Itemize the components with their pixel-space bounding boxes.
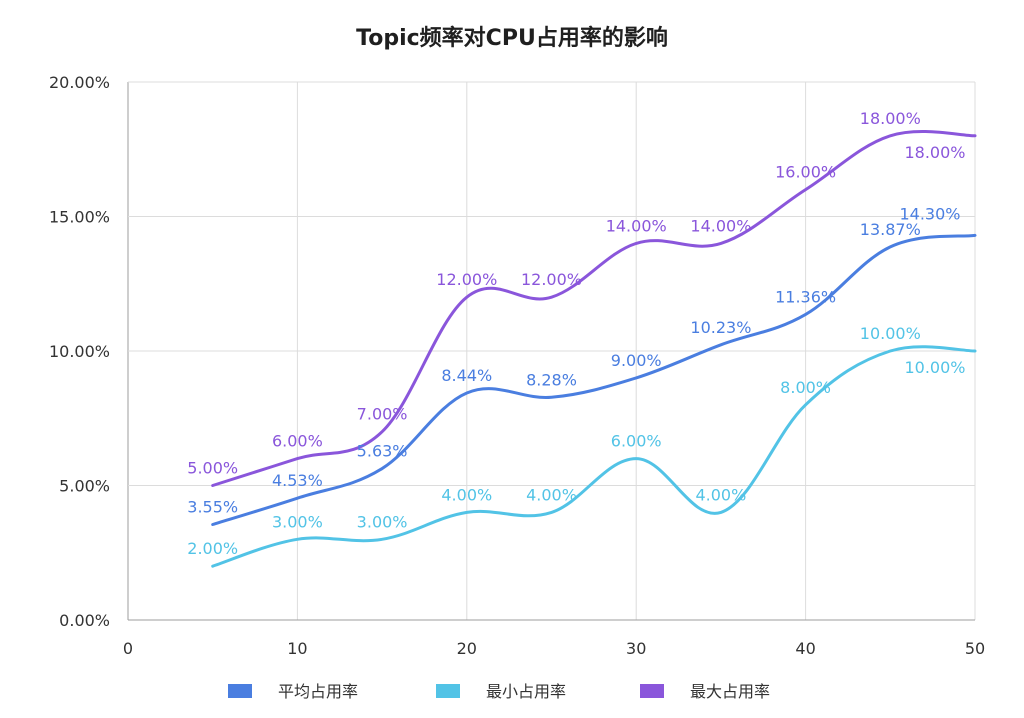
legend-label-max[interactable]: 最大占用率 bbox=[690, 682, 770, 701]
x-tick-label: 40 bbox=[795, 639, 815, 658]
data-label-max: 18.00% bbox=[904, 143, 965, 162]
legend[interactable]: 平均占用率 最小占用率 最大占用率 bbox=[228, 682, 770, 701]
data-label-max: 5.00% bbox=[187, 459, 238, 478]
data-label-avg: 8.44% bbox=[441, 366, 492, 385]
y-tick-label: 20.00% bbox=[49, 73, 110, 92]
grid bbox=[127, 81, 976, 621]
data-label-max: 12.00% bbox=[521, 270, 582, 289]
data-label-avg: 11.36% bbox=[775, 287, 836, 306]
legend-swatch-max[interactable] bbox=[640, 684, 664, 698]
data-label-min: 4.00% bbox=[695, 485, 746, 504]
data-label-max: 14.00% bbox=[606, 216, 667, 235]
y-tick-label: 5.00% bbox=[59, 477, 110, 496]
data-label-min: 10.00% bbox=[860, 324, 921, 343]
data-label-min: 2.00% bbox=[187, 539, 238, 558]
x-tick-label: 10 bbox=[287, 639, 307, 658]
data-label-min: 6.00% bbox=[611, 432, 662, 451]
data-label-avg: 14.30% bbox=[899, 204, 960, 223]
data-label-max: 7.00% bbox=[357, 405, 408, 424]
data-labels: 3.55% 4.53% 5.63% 8.44% 8.28% 9.00% 10.23% 11.3… bbox=[187, 109, 965, 558]
series-lines bbox=[211, 130, 977, 568]
y-tick-label: 10.00% bbox=[49, 342, 110, 361]
data-label-min: 4.00% bbox=[526, 485, 577, 504]
series-line-min[interactable] bbox=[211, 345, 977, 568]
data-label-avg: 4.53% bbox=[272, 471, 323, 490]
legend-swatch-avg[interactable] bbox=[228, 684, 252, 698]
legend-swatch-min[interactable] bbox=[436, 684, 460, 698]
data-label-min: 3.00% bbox=[272, 512, 323, 531]
data-label-min: 4.00% bbox=[441, 485, 492, 504]
data-label-max: 14.00% bbox=[690, 216, 751, 235]
axes: 0 10 20 30 40 50 0.00% 5.00% 10.00% 15.00% 20.00% bbox=[49, 73, 985, 658]
data-label-avg: 8.28% bbox=[526, 370, 577, 389]
data-label-min: 8.00% bbox=[780, 378, 831, 397]
legend-label-min[interactable]: 最小占用率 bbox=[486, 682, 566, 701]
x-tick-label: 20 bbox=[457, 639, 477, 658]
data-label-min: 10.00% bbox=[904, 358, 965, 377]
chart-title: Topic频率对CPU占用率的影响 bbox=[356, 25, 668, 51]
data-label-avg: 9.00% bbox=[611, 351, 662, 370]
y-tick-label: 15.00% bbox=[49, 208, 110, 227]
data-label-avg: 3.55% bbox=[187, 498, 238, 517]
data-label-avg: 5.63% bbox=[357, 442, 408, 461]
data-label-max: 16.00% bbox=[775, 163, 836, 182]
y-tick-label: 0.00% bbox=[59, 611, 110, 630]
data-label-avg: 13.87% bbox=[860, 220, 921, 239]
legend-label-avg[interactable]: 平均占用率 bbox=[278, 682, 358, 701]
data-label-avg: 10.23% bbox=[690, 318, 751, 337]
x-tick-label: 50 bbox=[965, 639, 985, 658]
x-tick-label: 0 bbox=[123, 639, 133, 658]
data-label-min: 3.00% bbox=[357, 512, 408, 531]
x-tick-label: 30 bbox=[626, 639, 646, 658]
data-label-max: 12.00% bbox=[436, 270, 497, 289]
data-label-max: 6.00% bbox=[272, 432, 323, 451]
series-line-avg[interactable] bbox=[211, 233, 977, 527]
data-label-max: 18.00% bbox=[860, 109, 921, 128]
series-line-max[interactable] bbox=[211, 130, 977, 487]
